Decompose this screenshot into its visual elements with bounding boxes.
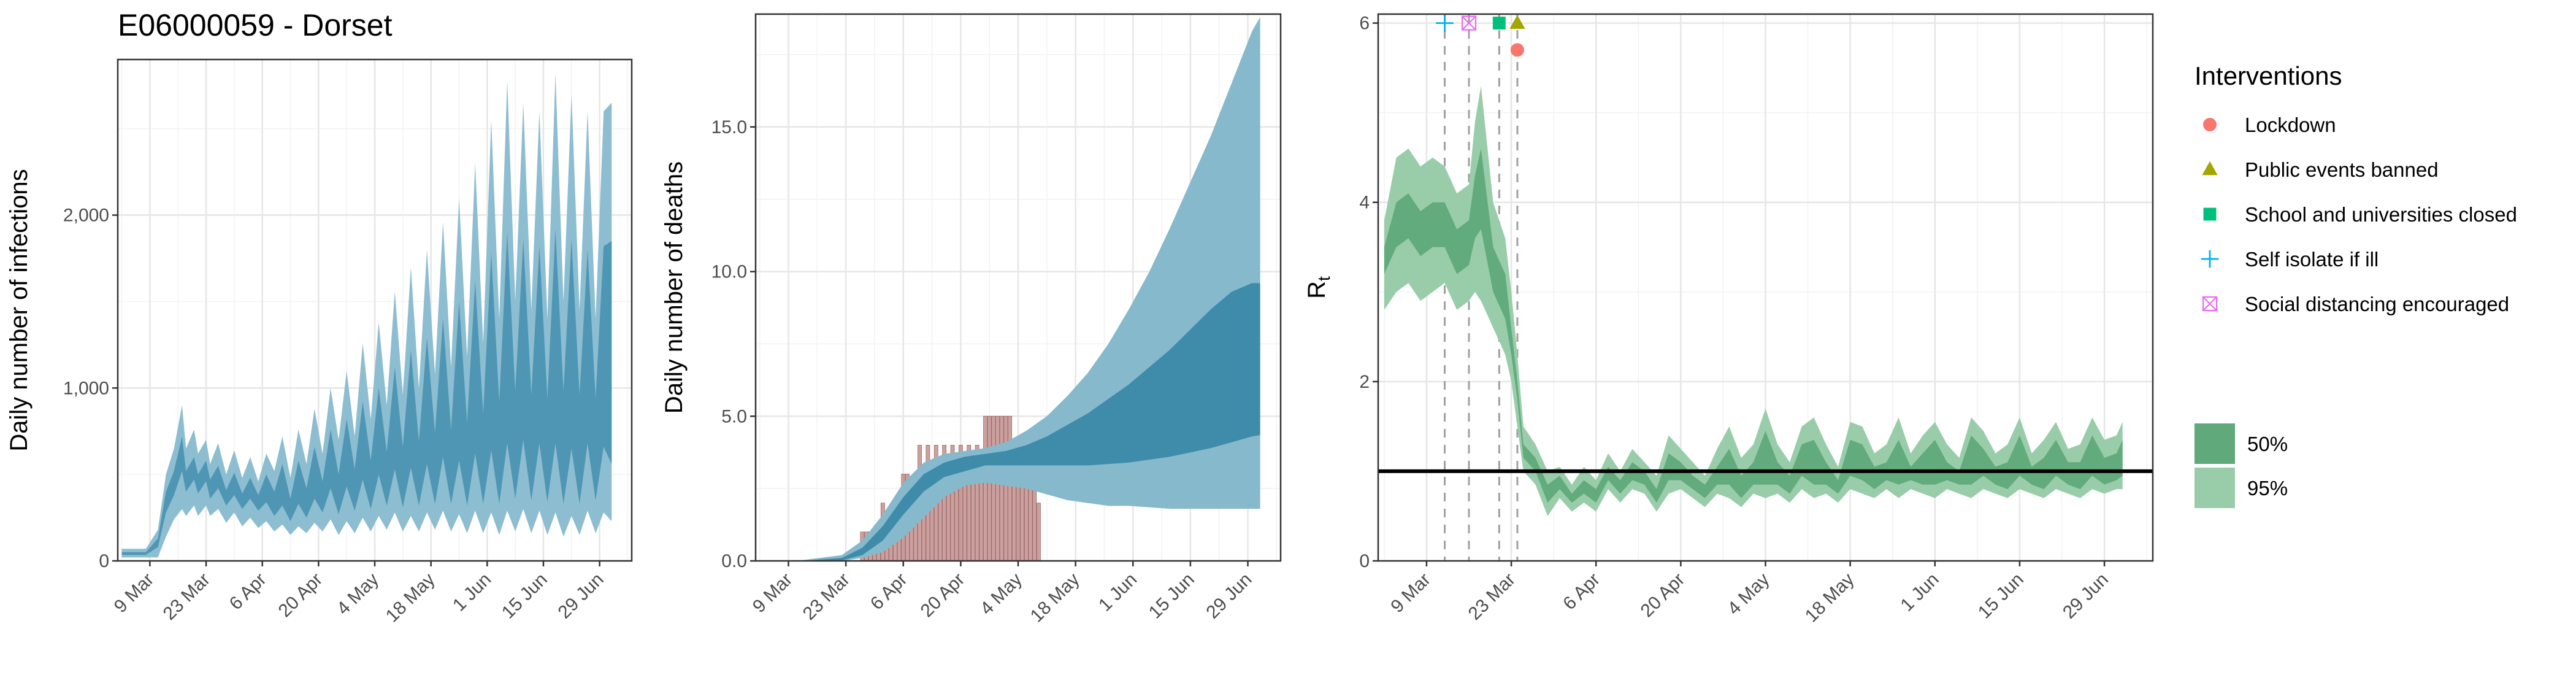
legend-ci-label: 95% [2247,477,2288,500]
observed-deaths-bar [991,415,996,561]
legend-credible-intervals: 50% 95% [2195,423,2288,508]
observed-deaths-bar [971,474,975,561]
y-tick-label: 2 [1359,372,1370,392]
y-tick-label: 10.0 [711,262,747,282]
plus-marker-icon [1436,14,1454,32]
infections-bands [121,73,612,558]
page-title: E06000059 - Dorset [118,8,393,42]
legend-ci-swatch [2195,423,2235,464]
y-tick-label: 15.0 [711,117,747,137]
observed-deaths-bar [962,474,967,561]
band-50 [121,229,612,555]
rt-y-axis-title-subscript: t [1314,276,1333,281]
triangle-marker-icon [2202,161,2218,176]
band-50 [1384,149,2123,503]
observed-deaths-bar [1011,474,1016,561]
legend: Interventions Lockdown Public events bann… [2195,61,2517,508]
square-x-marker-stroke [2202,296,2217,311]
circle-marker-icon [2203,118,2217,131]
legend-item-label: Lockdown [2245,114,2336,136]
y-tick-label: 2,000 [63,206,109,226]
rt-y-axis-title-main: R [1303,281,1330,299]
intervention-markers [1436,14,1525,57]
observed-deaths-bar [1008,415,1013,561]
triangle-marker-icon [1509,15,1525,29]
circle-marker-icon [1510,43,1524,57]
legend-item-label: Social distancing encouraged [2245,293,2509,315]
square-x-marker-box [1461,15,1477,31]
observed-deaths-bar [999,415,1004,561]
observed-deaths-bar [1037,503,1041,561]
deaths-y-axis-title: Daily number of deaths [661,161,688,414]
square-x-marker-icon [2202,296,2218,312]
y-tick-label: 6 [1359,14,1370,34]
observed-deaths-bar [983,415,987,561]
plus-marker-icon [2201,250,2219,268]
legend-ci-label: 50% [2247,433,2288,455]
square-marker-icon [2203,207,2217,221]
deaths-y-ticks: 0.0 5.0 10.0 15.0 [711,117,756,571]
observed-deaths-bar [995,415,1000,561]
rt-y-axis-title: Rt [1303,276,1333,299]
legend-item-label: School and universities closed [2245,203,2517,226]
deaths-bands [759,17,1260,561]
rt-y-ticks: 0 2 4 6 [1359,14,1378,571]
y-tick-label: 5.0 [721,406,747,426]
y-tick-label: 1,000 [63,378,109,398]
y-tick-label: 4 [1359,193,1370,213]
observed-deaths-bar [987,415,992,561]
square-x-marker-box [2202,296,2218,312]
infections-y-ticks: 0 1,000 2,000 [63,206,118,571]
observed-deaths-bar [979,474,984,561]
square-marker-icon [1492,17,1506,30]
observed-deaths-bar [1003,415,1008,561]
square-x-marker-icon [1461,15,1477,31]
legend-interventions: Lockdown Public events banned School and u… [2201,114,2517,315]
legend-title-interventions: Interventions [2195,61,2342,90]
y-tick-label: 0 [99,551,109,571]
legend-item-label: Public events banned [2245,158,2439,181]
legend-item-label: Self isolate if ill [2245,248,2379,271]
y-tick-label: 0 [1359,551,1370,571]
legend-ci-swatch [2195,468,2235,508]
band-50 [759,283,1260,561]
square-x-marker-stroke [1462,15,1476,31]
infections-y-axis-title: Daily number of infections [6,169,33,451]
y-tick-label: 0.0 [721,551,747,571]
